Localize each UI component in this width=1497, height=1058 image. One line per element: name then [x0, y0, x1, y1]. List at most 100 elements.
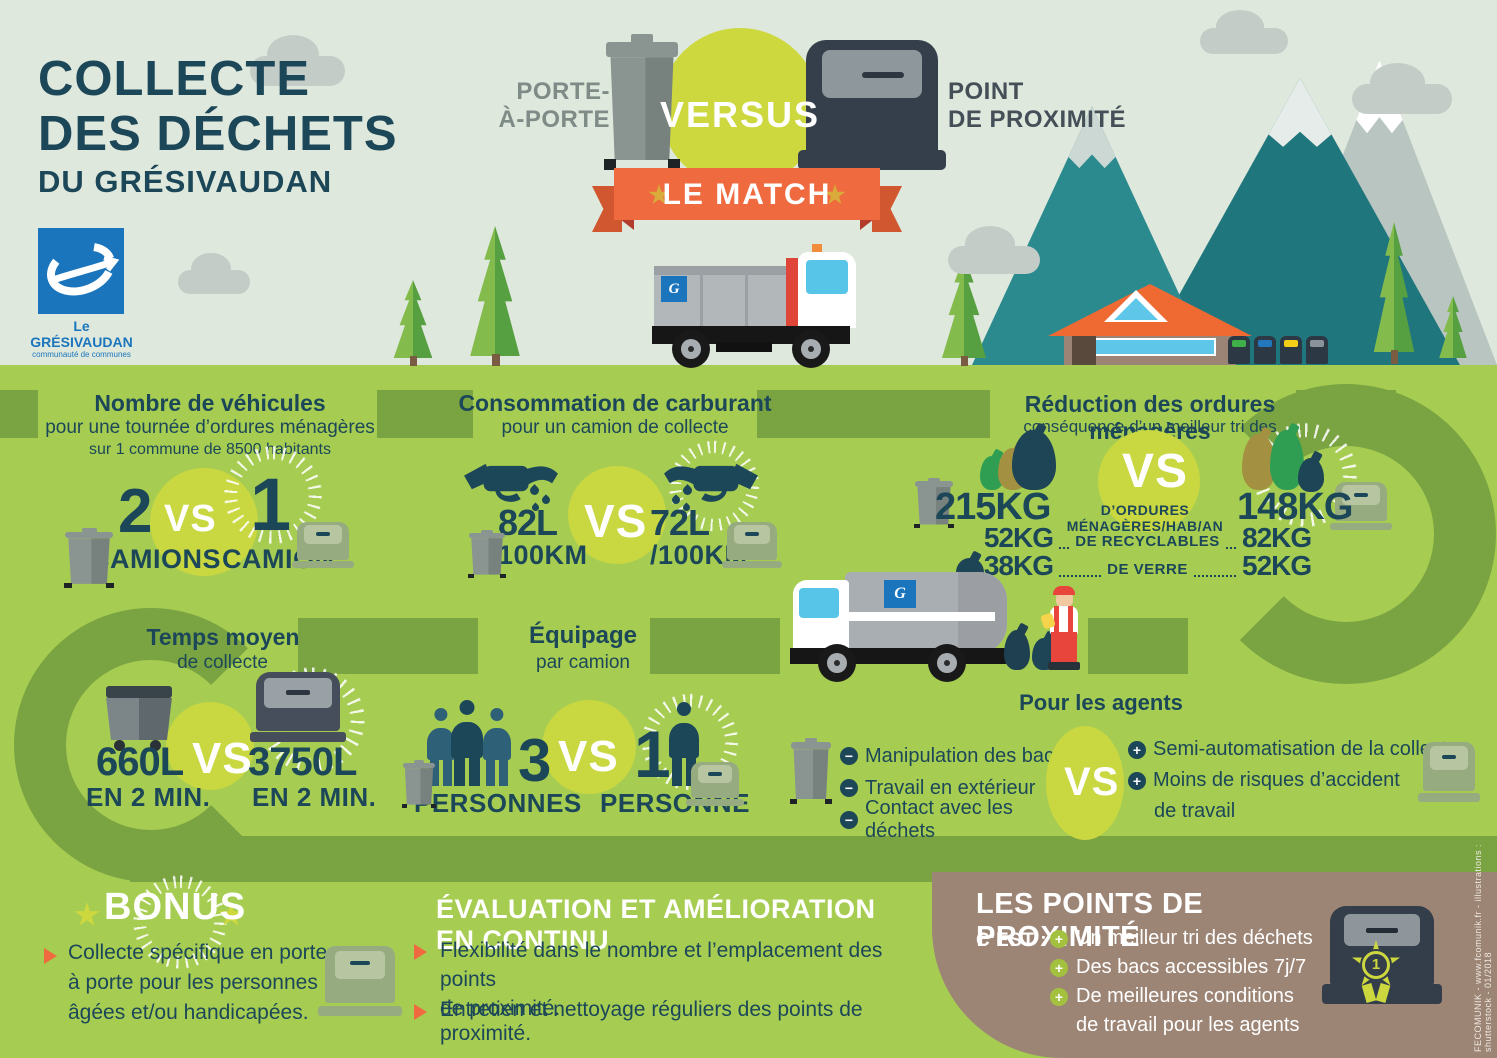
- plus-icon: +: [1128, 771, 1146, 790]
- versus-text: VERSUS: [660, 94, 821, 135]
- road-segment: [757, 390, 990, 438]
- halo-circle: [542, 700, 636, 794]
- evaluation-item2: Entretien et nettoyage réguliers des poi…: [440, 998, 863, 1045]
- vs-text: VS: [558, 732, 619, 781]
- waste-collector-worker: [1040, 584, 1086, 676]
- pedal-bin-icon: [604, 34, 680, 170]
- bonus-text: Collecte spécifique en porte à porte pou…: [68, 938, 348, 1028]
- porte-label-line1: PORTE-: [516, 78, 610, 105]
- le-match-ribbon: LE MATCH: [590, 166, 906, 232]
- person-icon: [426, 708, 456, 786]
- dotted-line: [1225, 547, 1237, 549]
- truck-beacon: [812, 244, 822, 252]
- road-segment: [0, 390, 38, 438]
- temps-left-unit: EN 2 MIN.: [86, 782, 211, 812]
- porte-a-porte-label: PORTE- À-PORTE: [488, 78, 610, 134]
- rosette-number: 1: [1362, 951, 1390, 979]
- rosette-ribbon: [1361, 982, 1377, 1004]
- pedal-bin-icon: [402, 760, 436, 808]
- truck-logo: G: [884, 580, 916, 608]
- cloud: [1352, 63, 1452, 114]
- temps-right-unit: EN 2 MIN.: [252, 782, 377, 812]
- reduction-row3: 38KG DE VERRE 52KG: [975, 550, 1320, 582]
- evaluation-item1-line1: Flexibilité dans le nombre et l’emplacem…: [440, 939, 883, 991]
- trash-bag-icon: [1298, 458, 1324, 492]
- agents-con-item: Travail en extérieur: [865, 776, 1036, 799]
- reduction-row3-left: 38KG: [983, 550, 1054, 581]
- logo-org-sub: communauté de communes: [32, 350, 131, 359]
- fuel-nozzle-icon: [462, 458, 560, 516]
- agents-con-item: Manipulation des bacs: [865, 744, 1065, 767]
- proximite-item: Des bacs accessibles 7j/7: [1076, 956, 1307, 978]
- reduction-row2: 52KG DE RECYCLABLES 82KG: [975, 522, 1320, 554]
- truck-wheel: [928, 644, 966, 682]
- halo-circle: [166, 702, 254, 790]
- truck-wheel: [672, 330, 710, 368]
- house: [1048, 284, 1252, 366]
- tree-trunk: [1391, 350, 1398, 364]
- title-line2: DES DÉCHETS: [38, 107, 398, 161]
- reduction-row2-left: 52KG: [983, 522, 1054, 553]
- garbage-truck: G: [648, 242, 858, 368]
- vehicules-left-unit: CAMIONS: [90, 544, 221, 574]
- burst-rays: [118, 860, 242, 984]
- vs-text: VS: [1064, 760, 1120, 804]
- plus-icon: +: [1050, 929, 1068, 948]
- road-segment: [650, 618, 780, 674]
- house-window: [1094, 338, 1216, 356]
- vs-text: VS: [164, 498, 217, 540]
- cloud: [948, 226, 1040, 274]
- section-title-agents: Pour les agents: [1019, 690, 1183, 715]
- gresivaudan-logo: [38, 228, 124, 314]
- road-segment: [377, 390, 473, 438]
- section-title-vehicules: Nombre de véhicules: [94, 390, 326, 416]
- reduction-row3-label: DE VERRE: [1107, 561, 1188, 578]
- equipage-left-value: 3: [518, 727, 551, 794]
- pedal-bin-icon: [914, 478, 954, 528]
- logo-caption: Le GRÉSIVAUDAN communauté de communes: [24, 318, 139, 359]
- cloud: [250, 35, 345, 86]
- bin-lid-gray: [1310, 340, 1324, 347]
- evaluation-item1-line2: de proximité.: [440, 997, 561, 1020]
- bonus-line3: âgées et/ou handicapées.: [68, 1001, 309, 1024]
- cloud: [178, 253, 250, 294]
- bullet-triangle-icon: [44, 948, 57, 964]
- minus-icon: −: [840, 811, 858, 829]
- road-segment: [1088, 618, 1188, 674]
- reduction-row1-left: 215KG: [935, 486, 1051, 528]
- proximity-bin-icon: [722, 522, 782, 568]
- logo-org: Le GRÉSIVAUDAN: [30, 318, 133, 350]
- proximity-bin-icon: [318, 946, 402, 1016]
- section-sub-carburant: pour un camion de collecte: [501, 417, 729, 438]
- reduction-row1-label: D’ORDURES MÉNAGÈRES/HAB/AN: [1066, 502, 1224, 534]
- temps-left-value: 660L: [96, 740, 184, 784]
- section-title-equipage: Équipage: [528, 622, 637, 649]
- bonus-line2: à porte pour les personnes: [68, 971, 318, 994]
- evaluation-item1: Flexibilité dans le nombre et l’emplacem…: [440, 936, 920, 1023]
- rosette-ribbon: [1375, 982, 1391, 1004]
- pedal-bin-icon: [790, 738, 832, 804]
- section-title-temps: Temps moyen: [146, 624, 300, 650]
- truck-window: [806, 260, 848, 294]
- section-sub-vehicules: pour une tournée d’ordures ménagères: [45, 417, 375, 438]
- temps-right-value: 3750L: [248, 740, 357, 784]
- tree-trunk: [492, 354, 500, 366]
- section-sub-temps: de collecte: [177, 652, 268, 673]
- rosette-badge: 1: [1348, 938, 1404, 1008]
- carburant-left-value: 82L: [498, 502, 558, 543]
- proximite-list: + Un meilleur tri des déchets + Des bacs a…: [1050, 924, 1350, 1040]
- minus-icon: −: [840, 779, 858, 797]
- page-title: COLLECTE DES DÉCHETS DU GRÉSIVAUDAN: [38, 52, 458, 202]
- tree-trunk: [961, 356, 968, 366]
- proximity-bin-icon: [798, 40, 946, 170]
- carburant-right-value: 72L: [650, 502, 710, 543]
- agents-con-item: Contact avec les déchets: [865, 797, 1013, 842]
- trash-bag-icon: [1004, 630, 1030, 670]
- reduction-row2-right: 82KG: [1242, 522, 1312, 553]
- reduction-row3-right: 52KG: [1242, 550, 1312, 581]
- proximity-bin-icon: [686, 762, 744, 806]
- house-door: [1072, 336, 1096, 365]
- point-label-line2: DE PROXIMITÉ: [948, 106, 1127, 133]
- proximite-intro: C’EST :: [976, 930, 1048, 951]
- agents-pros-list: + Semi-automatisation de la collecte + Moi…: [1128, 734, 1458, 827]
